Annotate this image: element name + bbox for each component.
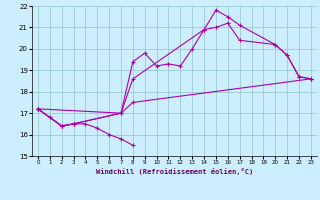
X-axis label: Windchill (Refroidissement éolien,°C): Windchill (Refroidissement éolien,°C) bbox=[96, 168, 253, 175]
